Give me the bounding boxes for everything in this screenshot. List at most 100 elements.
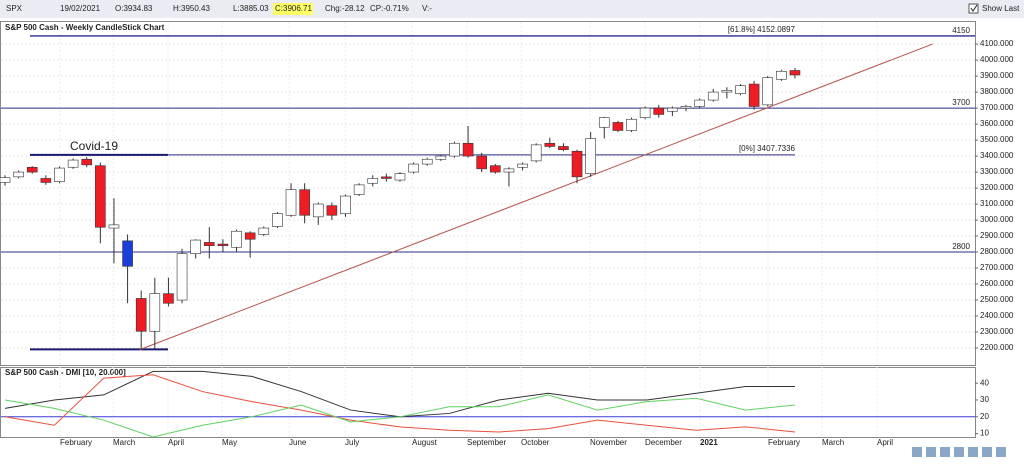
y-tick-label: 2900.000 <box>980 231 1014 240</box>
x-tick-label: March <box>113 438 135 447</box>
candle-body <box>244 232 256 240</box>
y-tick-label: 3100.000 <box>980 199 1014 208</box>
x-tick-label: May <box>222 438 237 447</box>
candle-body <box>204 242 215 246</box>
y-tick-label: 2600.000 <box>980 279 1014 288</box>
candle-body <box>217 243 229 246</box>
fib-label: [0%] 3407.7336 <box>739 144 796 153</box>
candle-body <box>435 155 447 160</box>
candle-body <box>571 150 583 178</box>
low: L:3885.03 <box>233 4 269 13</box>
icon[interactable] <box>940 447 950 457</box>
candle-body <box>653 107 665 115</box>
candle-body <box>503 168 515 173</box>
window-icons <box>912 447 1006 457</box>
candle-body <box>381 176 392 179</box>
y-tick-label: 2800.000 <box>980 247 1014 256</box>
icon[interactable] <box>982 447 992 457</box>
y-tick-label: 3700.000 <box>980 103 1014 112</box>
show-last-label[interactable]: Show Last <box>982 4 1020 13</box>
y-tick-label: 4100.000 <box>980 39 1014 48</box>
candle-body <box>312 203 324 218</box>
candle-body <box>694 99 705 107</box>
date: 19/02/2021 <box>60 4 101 13</box>
candle-body <box>135 298 147 332</box>
candle-body <box>680 106 692 109</box>
candle-body <box>776 70 787 80</box>
candle-body <box>81 158 93 166</box>
candle-body <box>149 293 161 332</box>
icon[interactable] <box>954 447 964 457</box>
candle-body <box>612 122 624 131</box>
candle-body <box>462 142 474 157</box>
open: O:3934.83 <box>115 4 153 13</box>
candle-body <box>0 177 11 183</box>
candle-body <box>231 230 242 248</box>
y-tick-label: 2400.000 <box>980 311 1014 320</box>
change-pct: CP:-0.71% <box>370 4 409 13</box>
x-tick-label: April <box>877 438 893 447</box>
candle-body <box>176 253 188 301</box>
candle-body <box>585 138 596 174</box>
candle-body <box>598 117 610 128</box>
x-tick-label: November <box>590 438 627 447</box>
x-tick-label: August <box>412 438 438 447</box>
candle-body <box>490 165 501 173</box>
icon[interactable] <box>912 447 922 457</box>
show-last-checkbox[interactable] <box>968 3 979 14</box>
icon[interactable] <box>968 447 978 457</box>
y-tick-label: 40 <box>980 378 989 387</box>
candle-body <box>95 165 106 228</box>
dmi-panel <box>0 367 976 438</box>
y-tick-label: 3400.000 <box>980 151 1014 160</box>
candle-body <box>530 144 542 162</box>
candle-body <box>299 189 310 216</box>
y-tick-label: 3900.000 <box>980 71 1014 80</box>
candle-body <box>735 85 746 94</box>
candle-body <box>163 293 174 304</box>
candle-body <box>667 107 678 112</box>
x-tick-label: June <box>289 438 307 447</box>
candle-body <box>340 195 351 214</box>
candle-body <box>190 239 201 254</box>
y-tick-label: 3600.000 <box>980 119 1014 128</box>
y-tick-label: 2300.000 <box>980 327 1014 336</box>
candle-body <box>762 77 774 106</box>
covid-label: Covid-19 <box>70 139 118 153</box>
x-tick-label: October <box>521 438 550 447</box>
candle-body <box>517 163 528 168</box>
candle-body <box>639 107 651 118</box>
candle-body <box>13 171 24 178</box>
y-tick-label: 2500.000 <box>980 295 1014 304</box>
icon[interactable] <box>996 447 1006 457</box>
icon[interactable] <box>926 447 936 457</box>
candle-body <box>258 227 270 235</box>
y-tick-label: 3000.000 <box>980 215 1014 224</box>
x-tick-label: April <box>168 438 184 447</box>
candle-body <box>54 167 65 182</box>
x-tick-label: February <box>60 438 92 447</box>
level-label: 2800 <box>952 242 970 251</box>
volume: V:- <box>422 4 432 13</box>
symbol: SPX <box>6 4 23 13</box>
x-tick-label: December <box>645 438 682 447</box>
y-tick-label: 3500.000 <box>980 135 1014 144</box>
dmi-line <box>4 374 796 433</box>
close-highlight <box>273 3 313 15</box>
trendline <box>139 43 933 351</box>
y-tick-label: 3300.000 <box>980 167 1014 176</box>
candle-body <box>626 118 637 131</box>
x-tick-label: March <box>822 438 844 447</box>
candle-body <box>108 224 120 229</box>
candle-body <box>122 240 133 267</box>
y-tick-label: 3200.000 <box>980 183 1014 192</box>
x-tick-label: 2021 <box>700 438 718 447</box>
price-panel <box>0 21 976 366</box>
y-tick-label: 10 <box>980 429 989 438</box>
candle-body <box>421 158 433 165</box>
candle-body <box>285 189 297 216</box>
y-tick-label: 2200.000 <box>980 343 1014 352</box>
candle-body <box>272 213 283 227</box>
candle-body <box>67 159 79 168</box>
